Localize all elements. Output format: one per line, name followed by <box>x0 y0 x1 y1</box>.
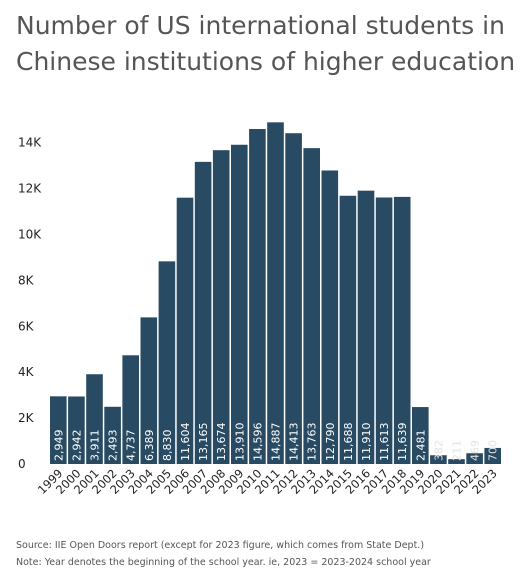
bar-value-label: 13,763 <box>306 423 319 462</box>
bar <box>267 122 284 464</box>
bar-value-label: 14,887 <box>270 423 283 462</box>
y-tick-label: 12K <box>18 182 42 196</box>
bar <box>303 148 320 464</box>
bar <box>321 170 339 465</box>
bar <box>140 317 158 464</box>
bar-value-label: 11,604 <box>179 423 192 462</box>
y-tick-label: 6K <box>18 319 35 333</box>
bar-value-label: 11,613 <box>378 423 391 462</box>
bar <box>430 455 447 464</box>
source-note: Source: IIE Open Doors report (except fo… <box>16 540 425 551</box>
bar-value-label: 6,389 <box>143 430 156 462</box>
y-tick-label: 2K <box>18 411 35 425</box>
y-tick-label: 8K <box>18 273 35 287</box>
bar-value-label: 2,942 <box>70 430 83 462</box>
bar-value-label: 700 <box>487 440 500 461</box>
bar <box>393 196 411 464</box>
bar <box>249 129 266 465</box>
y-tick-label: 0 <box>18 457 26 471</box>
bar <box>194 161 212 464</box>
bar <box>339 195 357 464</box>
bar-value-label: 12,790 <box>324 423 337 462</box>
bar-value-label: 2,481 <box>414 430 427 462</box>
chart-title: Number of US international students in C… <box>16 11 516 76</box>
bar <box>158 261 176 464</box>
bar <box>448 459 465 464</box>
bar <box>86 374 103 464</box>
bar <box>50 396 67 464</box>
bar-value-label: 8,830 <box>161 430 174 462</box>
bar-value-label: 13,674 <box>215 423 228 462</box>
footnote: Note: Year denotes the beginning of the … <box>16 557 431 568</box>
y-tick-label: 4K <box>18 365 35 379</box>
bar-value-label: 3,911 <box>89 430 102 462</box>
bar <box>176 197 194 464</box>
y-tick-label: 14K <box>18 136 42 150</box>
bar <box>231 144 248 464</box>
bar <box>68 396 85 464</box>
bar-value-label: 469 <box>469 440 482 461</box>
bar-value-label: 4,737 <box>125 430 138 462</box>
bar <box>412 407 429 464</box>
bar <box>484 447 501 464</box>
bar-value-label: 11,639 <box>396 423 409 462</box>
bar-value-label: 2,949 <box>52 430 65 462</box>
bar-value-label: 382 <box>432 440 445 461</box>
bar-value-label: 2,493 <box>107 430 120 462</box>
bar-value-label: 11,688 <box>342 423 355 462</box>
bar <box>466 453 483 464</box>
bar <box>122 355 139 464</box>
bar-value-label: 211 <box>451 440 464 461</box>
bar <box>357 190 375 464</box>
bar-value-label: 13,910 <box>233 423 246 462</box>
bar-value-label: 11,910 <box>360 423 373 462</box>
bar <box>212 150 230 464</box>
bar <box>285 133 302 464</box>
bar <box>375 197 393 465</box>
y-tick-label: 10K <box>18 228 42 242</box>
bar-value-label: 14,596 <box>251 423 264 462</box>
bar-value-label: 13,165 <box>197 423 210 462</box>
bar <box>104 406 121 464</box>
bar-value-label: 14,413 <box>288 423 301 462</box>
